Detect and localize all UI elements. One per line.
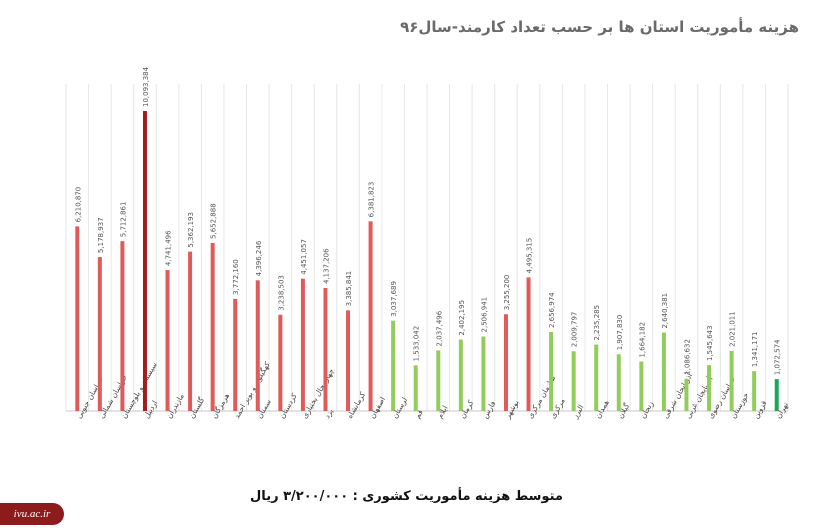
bar [413,365,418,411]
data-label: 2,640,381 [661,293,669,329]
bar [752,371,757,411]
data-label: 5,712,861 [119,202,127,238]
data-label: 4,396,246 [255,240,263,276]
bar [188,251,193,411]
data-label: 1,086,632 [683,339,691,375]
data-label: 4,495,315 [526,238,534,274]
data-label: 2,235,285 [593,305,601,341]
bar [729,350,734,411]
data-label: 3,772,160 [232,259,240,295]
data-label: 2,037,496 [435,310,443,346]
chart-title: هزینه مأموریت استان ها بر حسب تعداد کارم… [400,18,799,36]
bar [391,320,396,411]
data-label: 2,009,797 [571,312,579,348]
data-label: 3,255,200 [503,275,511,311]
data-label: 3,037,689 [390,281,398,317]
bar [233,298,238,411]
bar [571,351,576,411]
data-label: 4,451,057 [300,239,308,275]
average-cost-footer: متوسط هزینه مأموریت کشوری : ۳/۲۰۰/۰۰۰ ری… [250,489,563,504]
data-label: 5,652,888 [210,203,218,239]
bar [300,278,305,411]
bar [278,314,283,411]
data-label: 3,238,503 [277,275,285,311]
bar [774,379,779,411]
bar [616,354,621,411]
x-tick-label: یزد [322,407,335,420]
bar [142,111,147,411]
bar [120,241,125,411]
bar [526,277,531,411]
data-label: 1,545,643 [706,325,714,361]
bar [481,336,486,411]
bar [661,332,666,411]
bar [549,332,554,411]
bar [210,242,215,411]
bar [165,270,170,411]
bar [684,378,689,411]
bar [97,257,102,411]
data-label: 6,381,823 [368,182,376,218]
data-label: 1,907,830 [616,315,624,351]
data-label: 4,137,206 [322,248,330,284]
data-label: 10,093,384 [142,66,150,107]
bar [503,314,508,411]
data-label: 5,178,937 [97,217,105,253]
data-label: 1,341,171 [751,331,759,367]
data-label: 2,402,195 [458,300,466,336]
data-label: 5,362,193 [187,212,195,248]
bar [75,226,80,411]
ivu-logo: ivu.ac.ir [0,503,64,525]
data-label: 6,210,870 [74,187,82,223]
data-label: 1,664,182 [638,322,646,358]
data-label: 3,385,841 [345,271,353,307]
bar [255,280,260,411]
data-label: 1,072,574 [774,339,782,375]
bar [458,339,463,411]
data-label: 4,741,496 [165,230,173,266]
bar [594,344,599,411]
bar [707,365,712,411]
data-label: 2,506,941 [480,297,488,333]
bar [368,221,373,411]
bar [346,310,351,411]
data-label: 2,021,011 [729,311,737,347]
data-label: 1,533,042 [413,326,421,362]
bar [323,288,328,411]
bar [639,361,644,411]
data-label: 2,656,974 [548,292,556,328]
bar [436,350,441,411]
